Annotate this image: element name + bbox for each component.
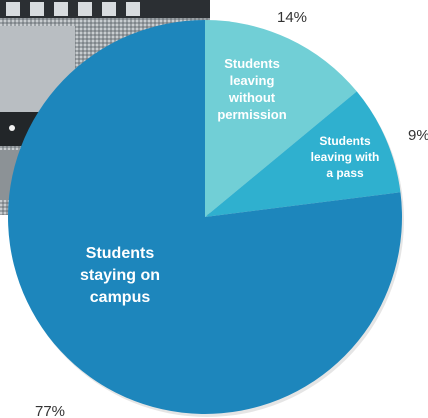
- pie-slice: [7, 20, 403, 415]
- pie-slice: [205, 91, 401, 217]
- slice-percent-label: 77%: [35, 403, 65, 418]
- slice-label: Students leaving with a pass: [311, 134, 380, 180]
- slice-percent-label: 14%: [277, 9, 307, 26]
- slice-percent-label: 9%: [408, 127, 428, 144]
- pie-slice: [205, 20, 357, 217]
- slice-label: Students staying on campus: [80, 245, 160, 306]
- slice-label: Students leaving without permission: [217, 56, 286, 122]
